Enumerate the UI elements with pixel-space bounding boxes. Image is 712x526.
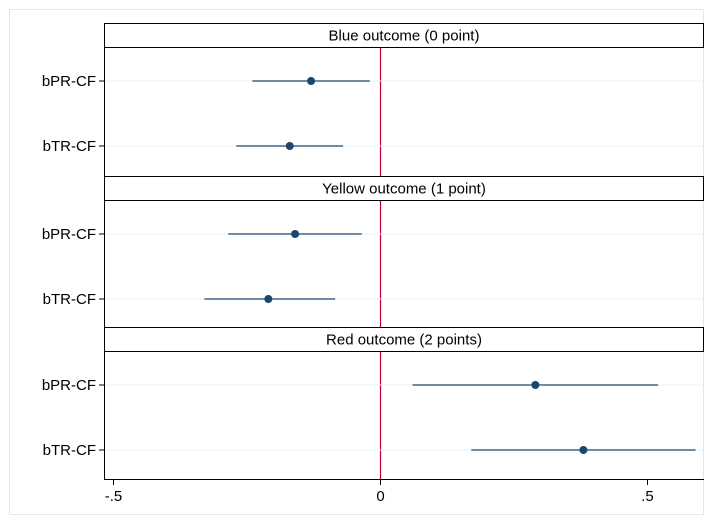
- estimate-point: [264, 295, 273, 303]
- panel-1: Blue outcome (0 point) bPR-CF bTR-CF: [42, 23, 704, 176]
- row-label: bPR-CF: [42, 226, 96, 243]
- panel-3: Red outcome (2 points) bPR-CF bTR-CF: [42, 327, 704, 479]
- panel-header: [104, 327, 704, 352]
- estimate-point: [291, 230, 300, 238]
- row-label: bTR-CF: [43, 291, 96, 308]
- panel-header: [104, 176, 704, 201]
- estimate-point: [307, 77, 316, 85]
- x-tick-label: -.5: [105, 488, 123, 505]
- x-tick-label: .5: [641, 488, 654, 505]
- estimate-point: [531, 381, 540, 389]
- row-label: bPR-CF: [42, 73, 96, 90]
- estimate-point: [285, 142, 294, 150]
- panel-title: Red outcome (2 points): [326, 332, 482, 349]
- estimate-point: [579, 446, 588, 454]
- panels-layer: Blue outcome (0 point)bPR-CFbTR-CFYellow…: [42, 23, 704, 479]
- row-label: bTR-CF: [43, 138, 96, 155]
- outer-frame: [9, 9, 704, 515]
- panel-title: Yellow outcome (1 point): [322, 181, 486, 198]
- x-axis: -.5 0 .5: [104, 479, 704, 505]
- panel-title: Blue outcome (0 point): [329, 28, 480, 45]
- row-label: bTR-CF: [43, 442, 96, 459]
- panel-2: Yellow outcome (1 point) bPR-CF bTR-CF: [42, 176, 704, 327]
- panel-header: [104, 23, 704, 48]
- row-label: bPR-CF: [42, 377, 96, 394]
- x-tick-label: 0: [376, 488, 384, 505]
